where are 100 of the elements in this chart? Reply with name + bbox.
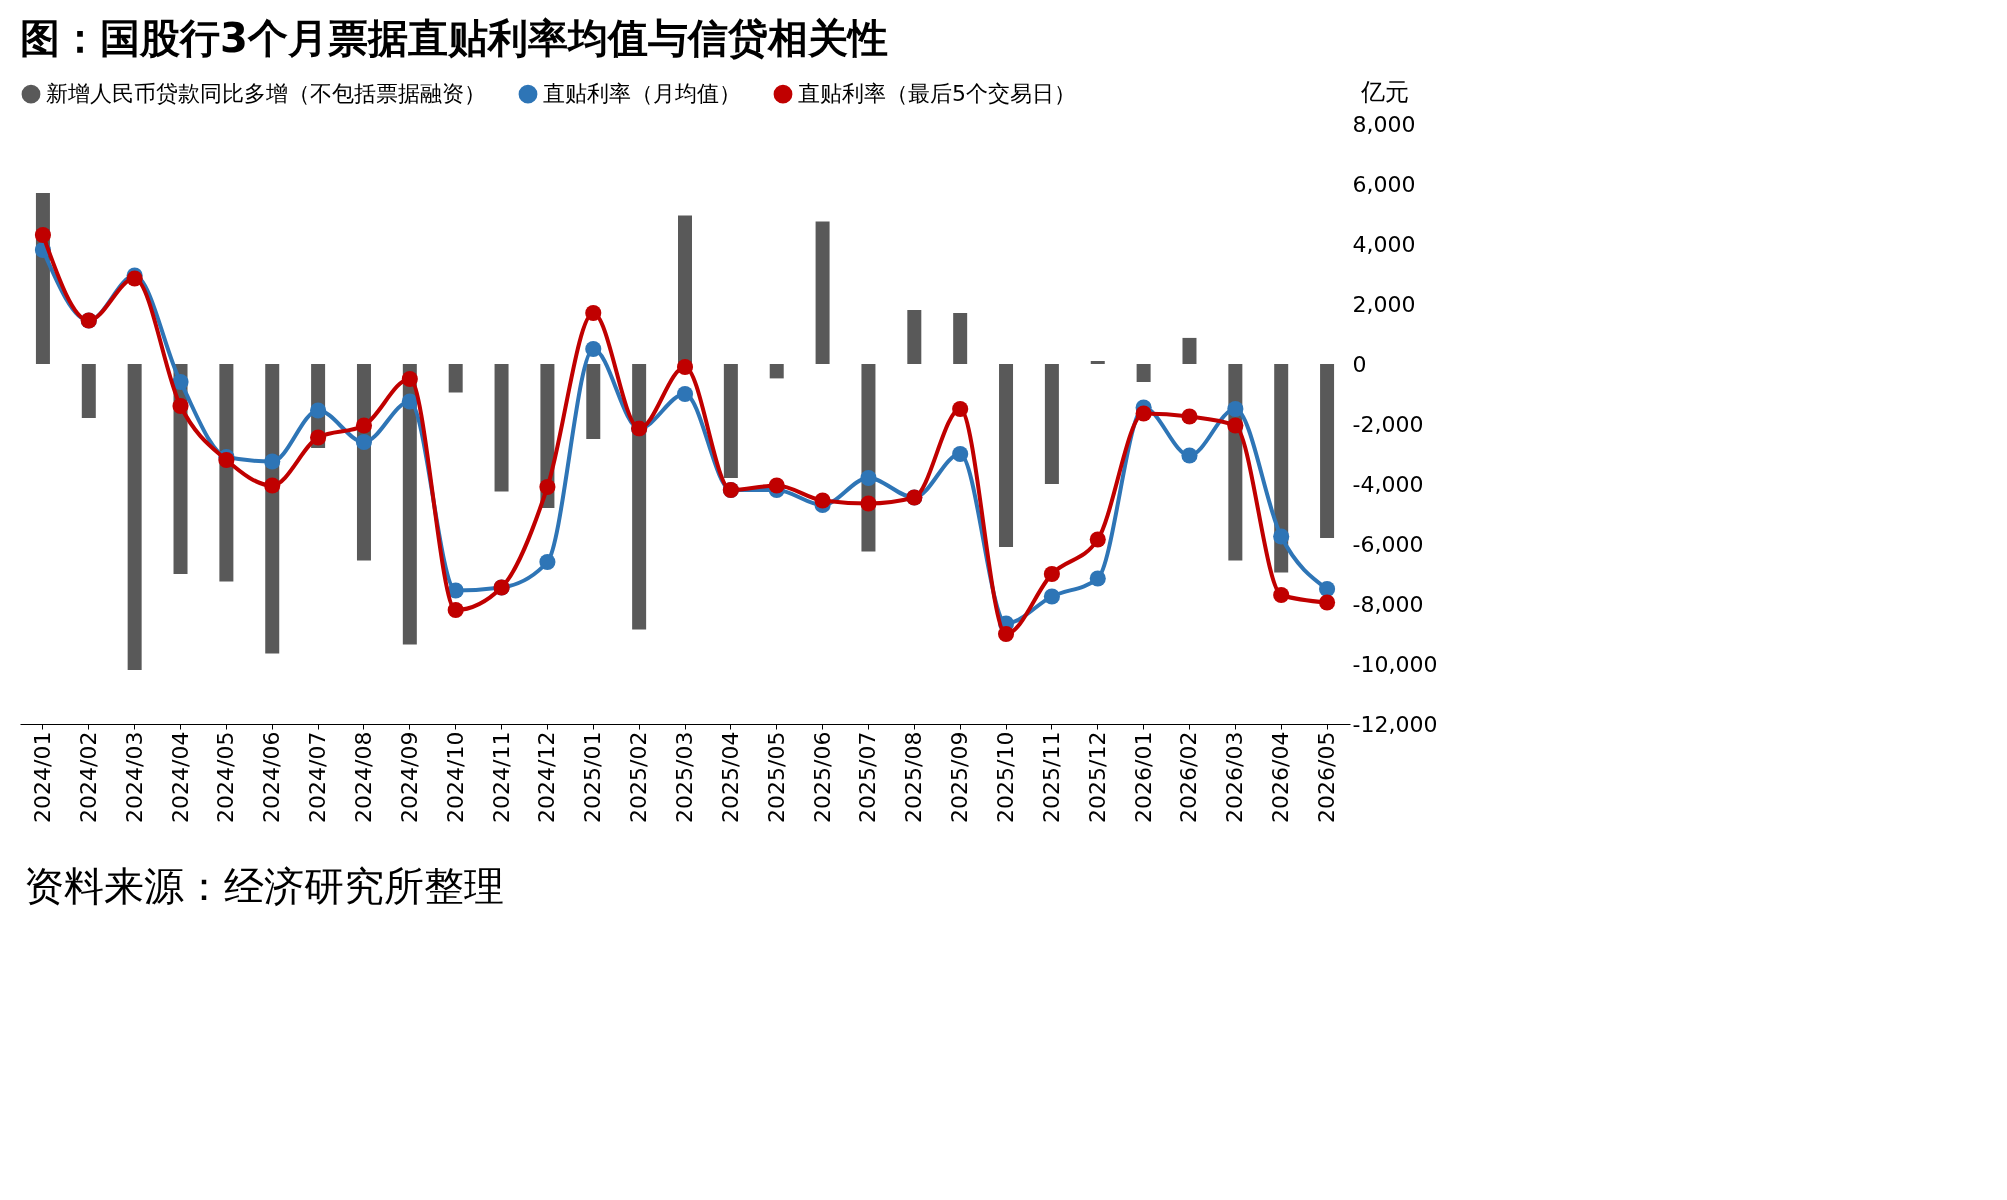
bar [907, 310, 922, 364]
text: 资料来源：经济研究所整理 [24, 862, 505, 911]
x-tick-label: 2024/01 [29, 731, 55, 823]
x-tick-label: 2025/03 [672, 731, 697, 823]
point [585, 304, 602, 322]
x-tick-label: 2024/07 [305, 731, 331, 823]
bar [127, 364, 142, 670]
x-tick-label: 2024/05 [213, 731, 239, 823]
bar [999, 364, 1014, 547]
y-tick-label: 4,000 [1352, 231, 1416, 257]
bar [1090, 361, 1105, 364]
point [1227, 400, 1244, 418]
point [1227, 417, 1244, 434]
point [952, 445, 969, 463]
y-tick-label: 8,000 [1352, 111, 1416, 137]
point [355, 417, 373, 434]
point [952, 400, 969, 418]
bar [953, 313, 968, 364]
y-tick-label: -4,000 [1352, 471, 1424, 497]
bar [678, 215, 692, 364]
y-tick-label: -6,000 [1352, 531, 1424, 557]
y-tick-label: 6,000 [1352, 171, 1416, 197]
bar [494, 364, 509, 492]
y-axis-title: 亿元 [1359, 77, 1409, 106]
point [447, 582, 464, 599]
bar [1182, 337, 1197, 364]
x-tick-label: 2026/05 [1314, 731, 1340, 823]
bar [448, 364, 463, 393]
point [172, 373, 189, 391]
point [447, 601, 464, 619]
x-tick-label: 2026/02 [1176, 731, 1202, 823]
x-tick-label: 2024/04 [167, 731, 193, 823]
point [401, 393, 418, 410]
bar [1274, 364, 1289, 573]
bar [632, 364, 647, 630]
x-tick-label: 2024/11 [488, 731, 514, 823]
point [539, 478, 556, 496]
bar [1136, 364, 1151, 382]
x-tick-label: 2024/10 [442, 731, 468, 823]
point [1319, 580, 1336, 598]
point [1273, 586, 1290, 604]
point [1089, 531, 1106, 548]
x-tick-label: 2025/09 [947, 731, 973, 823]
x-tick-label: 2025/11 [1038, 731, 1064, 823]
point [676, 358, 694, 376]
x-tick-label: 2025/05 [763, 731, 789, 823]
x-tick-label: 2026/04 [1268, 731, 1294, 823]
x-tick-label: 2025/07 [855, 731, 881, 823]
bar [815, 221, 830, 364]
point [264, 477, 281, 494]
x-tick-label: 2025/02 [626, 731, 652, 823]
bar [769, 364, 784, 379]
point [1181, 447, 1198, 464]
point [1181, 408, 1198, 425]
bar [1320, 364, 1335, 538]
x-tick-label: 2024/09 [396, 731, 422, 823]
point [172, 397, 189, 415]
bar [81, 364, 96, 418]
x-tick-label: 2025/04 [717, 731, 743, 823]
point [1273, 528, 1290, 545]
x-tick-label: 2024/08 [350, 731, 376, 823]
x-tick-label: 2025/08 [901, 731, 927, 823]
x-tick-label: 2026/01 [1130, 731, 1156, 823]
x-tick-label: 2024/06 [259, 731, 285, 823]
legend-label: 直贴利率（月均值） [543, 81, 741, 107]
y-tick-label: -12,000 [1352, 711, 1438, 737]
y-tick-label: 0 [1352, 351, 1367, 377]
point [1319, 594, 1336, 611]
bar [219, 364, 234, 582]
point [585, 340, 602, 358]
y-tick-label: 2,000 [1352, 291, 1416, 317]
y-tick-label: -10,000 [1352, 651, 1438, 677]
x-tick-label: 2026/03 [1222, 731, 1248, 823]
point [768, 477, 785, 494]
x-tick-label: 2025/12 [1084, 731, 1110, 823]
x-tick-label: 2024/03 [121, 731, 147, 823]
point [997, 625, 1015, 643]
x-tick-label: 2025/06 [809, 731, 835, 823]
y-tick-label: -2,000 [1352, 411, 1424, 437]
point [1089, 570, 1106, 587]
point [676, 385, 694, 403]
bar [586, 364, 601, 439]
bar [723, 364, 738, 478]
point [401, 370, 418, 388]
point [310, 429, 327, 446]
point [1043, 565, 1060, 583]
point [860, 469, 877, 487]
bar [1044, 364, 1059, 484]
y-tick-label: -8,000 [1352, 591, 1424, 617]
chart-title: 图：国股行3个月票据直贴利率均值与信贷相关性 [20, 15, 888, 61]
legend-label: 直贴利率（最后5个交易日） [798, 81, 1076, 107]
point [814, 492, 831, 509]
x-tick-label: 2024/02 [75, 731, 101, 823]
point [310, 402, 327, 419]
x-tick-label: 2024/12 [534, 731, 560, 823]
point [539, 553, 556, 571]
point [1043, 588, 1060, 605]
point [34, 226, 51, 244]
x-tick-label: 2025/10 [993, 731, 1019, 823]
legend-label: 新增人民币贷款同比多增（不包括票据融资） [46, 81, 486, 107]
